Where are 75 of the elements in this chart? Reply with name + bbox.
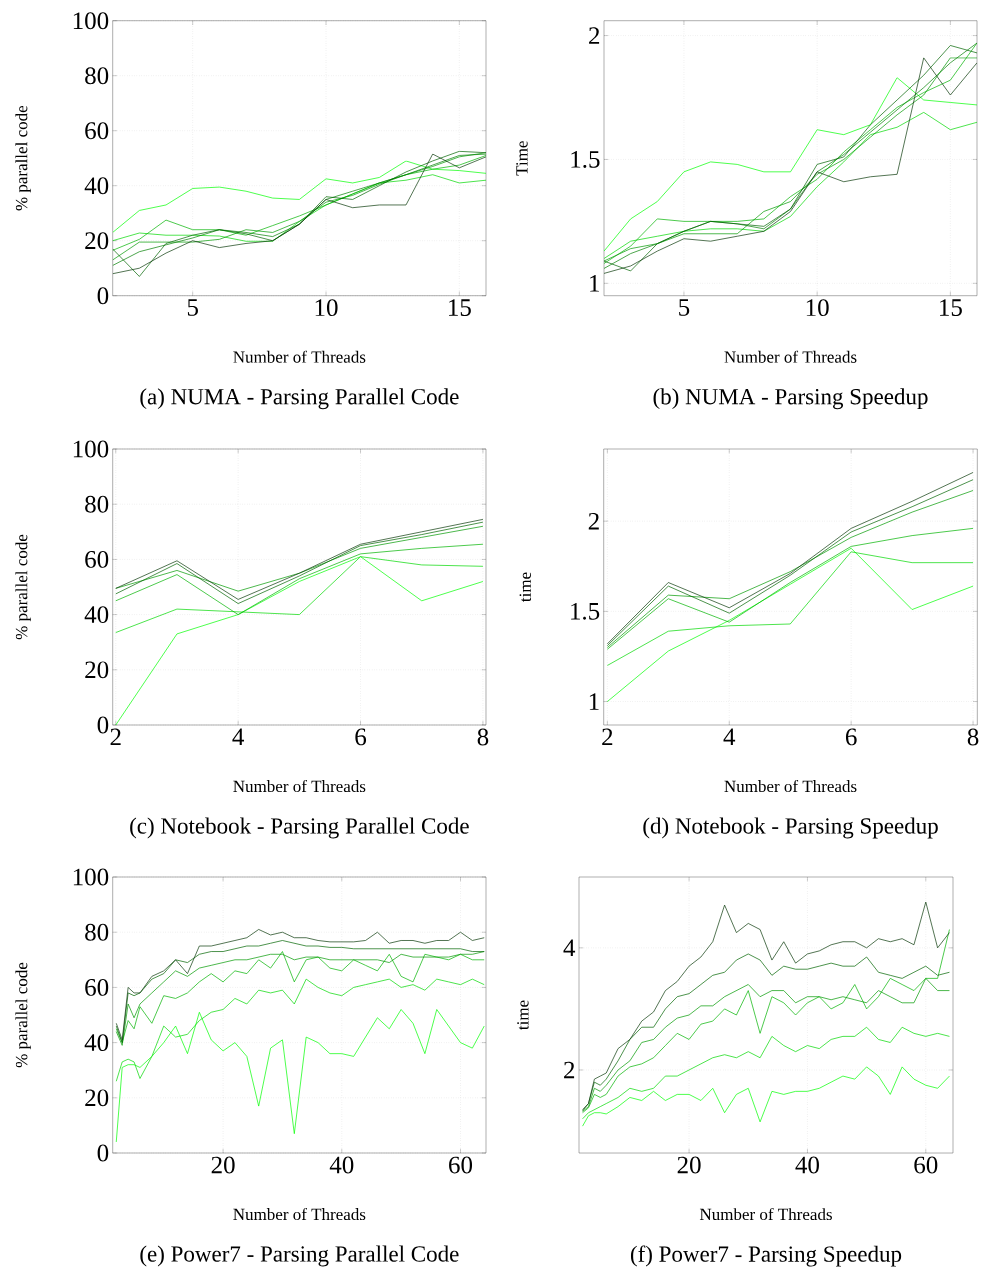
y-tick-label: 2 — [588, 512, 599, 530]
x-tick-label: 15 — [940, 299, 962, 316]
line-series — [607, 528, 974, 650]
x-tick-label: 8 — [477, 728, 489, 746]
x-tick-label: 15 — [449, 299, 471, 316]
x-tick-label: 4 — [723, 728, 736, 745]
x-tick-label: 5 — [187, 299, 198, 316]
line-series — [115, 978, 485, 1082]
x-tick-label: 60 — [914, 1156, 938, 1174]
x-tick-label: 5 — [679, 299, 690, 316]
x-axis-title: Number of Threads — [233, 350, 366, 363]
text: (f) Power7 - Parsing Speedup — [630, 1245, 902, 1267]
text: (a) NUMA - Parsing Parallel Code — [140, 388, 459, 410]
y-tick-label: 0 — [97, 1144, 109, 1162]
x-tick-label: 6 — [355, 728, 367, 746]
x-tick-label: 10 — [315, 299, 338, 317]
y-tick-label: 4 — [563, 939, 576, 957]
y-tick-label: 60 — [85, 122, 109, 140]
y-tick-label: 1 — [589, 693, 599, 710]
x-axis-title: Number of Threads — [699, 1207, 832, 1221]
y-tick-label: 100 — [73, 868, 109, 886]
x-tick-label: 2 — [602, 728, 613, 746]
y-tick-label: 1.5 — [571, 151, 600, 168]
line-series — [607, 551, 974, 666]
x-tick-label: 8 — [967, 728, 979, 746]
y-tick-label: 100 — [73, 440, 109, 458]
x-tick-label: 20 — [677, 1156, 701, 1174]
y-tick-label: 0 — [97, 287, 109, 305]
y-axis-title: % parallel code — [15, 534, 31, 640]
y-axis-title: time — [517, 1000, 529, 1030]
y-tick-label: 1.5 — [571, 602, 600, 620]
y-axis-title: time — [519, 572, 531, 602]
text: (b) NUMA - Parsing Speedup — [653, 388, 928, 410]
x-tick-label: 10 — [806, 299, 829, 317]
line-series — [115, 525, 484, 592]
line-series — [607, 547, 974, 702]
y-tick-label: 80 — [85, 923, 109, 941]
x-axis-title: Number of Threads — [233, 779, 366, 793]
y-tick-label: 20 — [85, 1089, 109, 1107]
y-tick-label: 2 — [564, 1061, 575, 1079]
y-tick-label: 60 — [85, 978, 109, 996]
x-axis-title: Number of Threads — [724, 350, 857, 363]
y-tick-label: 80 — [85, 495, 109, 513]
line-series — [604, 112, 978, 259]
x-tick-label: 2 — [110, 728, 121, 746]
x-tick-label: 40 — [329, 1156, 354, 1174]
x-tick-label: 6 — [845, 728, 857, 746]
x-axis-title: Number of Threads — [724, 779, 857, 793]
x-tick-label: 60 — [449, 1156, 473, 1174]
x-tick-label: 40 — [795, 1156, 819, 1174]
line-series — [115, 543, 484, 615]
text: (c) Notebook - Parsing Parallel Code — [130, 817, 469, 839]
y-axis-title: % parallel code — [15, 105, 31, 211]
y-tick-label: 60 — [85, 550, 109, 568]
x-axis-title: Number of Threads — [233, 1207, 366, 1221]
line-series — [582, 1066, 950, 1127]
text: (e) Power7 - Parsing Parallel Code — [140, 1245, 459, 1267]
y-tick-label: 40 — [84, 606, 109, 624]
x-tick-label: 4 — [232, 728, 245, 745]
y-tick-label: 40 — [84, 177, 109, 195]
y-tick-label: 80 — [85, 67, 109, 85]
y-tick-label: 20 — [85, 661, 109, 679]
y-tick-label: 2 — [589, 27, 600, 44]
y-tick-label: 1 — [590, 275, 599, 292]
y-axis-title: % parallel code — [15, 962, 31, 1068]
line-series — [112, 160, 486, 233]
y-tick-label: 100 — [73, 12, 109, 30]
y-tick-label: 40 — [84, 1034, 109, 1052]
line-series — [115, 556, 484, 726]
text: (d) Notebook - Parsing Speedup — [643, 817, 938, 839]
x-tick-label: 20 — [211, 1156, 235, 1174]
y-tick-label: 0 — [97, 716, 109, 734]
y-axis-title: Time — [516, 141, 528, 176]
line-series — [115, 1009, 485, 1143]
y-tick-label: 20 — [85, 232, 109, 250]
